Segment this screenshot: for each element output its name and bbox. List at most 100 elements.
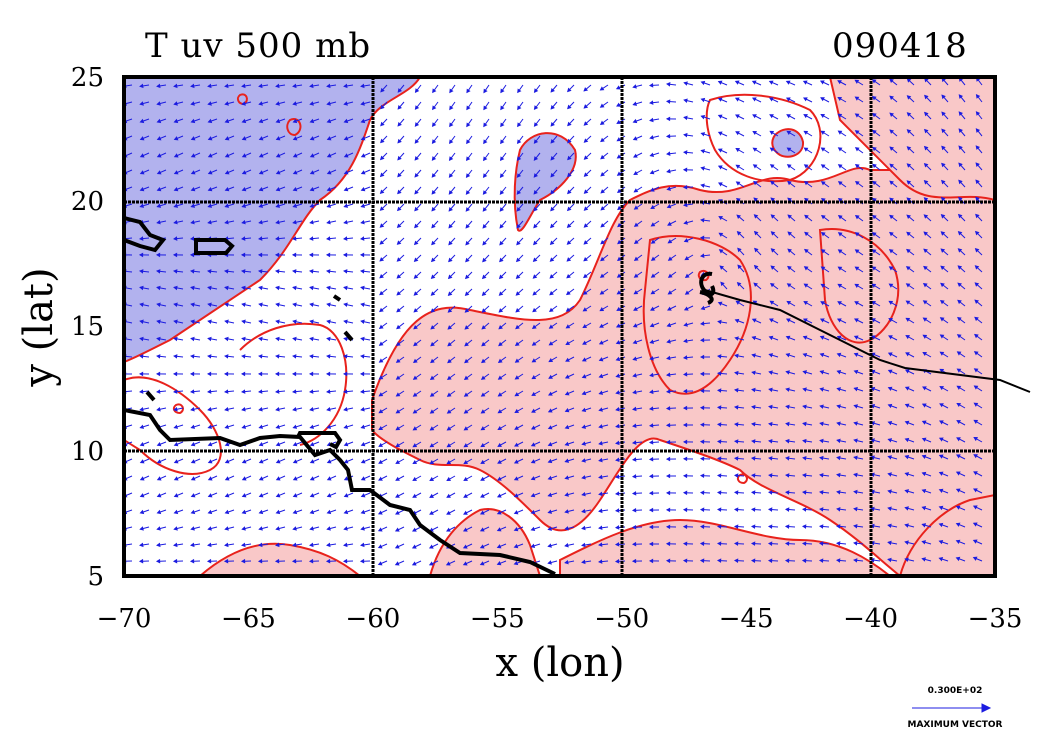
- wind-vector-head: [359, 371, 365, 377]
- x-tick-label: −70: [97, 604, 152, 634]
- wind-vector-head: [684, 273, 690, 278]
- wind-vector-head: [308, 252, 314, 258]
- wind-vector-head: [190, 319, 195, 324]
- wind-vector-head: [958, 128, 963, 133]
- wind-vector-head: [975, 111, 981, 116]
- wind-vector-head: [600, 154, 605, 160]
- wind-vector-head: [939, 299, 945, 305]
- wind-vector-head: [431, 139, 437, 144]
- wind-vector-head: [224, 526, 229, 531]
- wind-vector-head: [583, 121, 589, 126]
- wind-vector-head: [648, 440, 654, 445]
- wind-vector-head: [616, 306, 621, 311]
- wind-vector-head: [682, 456, 688, 462]
- wind-vector-head: [819, 455, 824, 461]
- wind-vector-head: [564, 509, 569, 514]
- x-tick-label: −35: [968, 604, 1023, 634]
- wind-vector-head: [483, 156, 488, 162]
- wind-vector-head: [615, 474, 620, 479]
- wind-vector-head: [617, 239, 622, 245]
- wind-vector-head: [360, 354, 365, 359]
- wind-vector-head: [975, 213, 980, 219]
- wind-vector-head: [787, 231, 793, 236]
- wind-vector-head: [615, 340, 621, 345]
- wind-vector-head: [411, 544, 417, 549]
- wind-vector-head: [665, 116, 671, 122]
- wind-vector-head: [566, 223, 572, 229]
- wind-vector-head: [750, 473, 756, 478]
- wind-vector-head: [682, 524, 688, 530]
- map-title: T uv 500 mb: [145, 26, 372, 66]
- wind-vector-head: [904, 369, 910, 374]
- wind-vector-head: [274, 371, 280, 377]
- wind-vector-head: [479, 561, 485, 566]
- wind-vector-head: [550, 172, 555, 178]
- wind-vector-head: [583, 155, 589, 160]
- wind-vector-head: [241, 354, 246, 359]
- wind-vector-head: [241, 493, 247, 498]
- wind-vector-head: [224, 136, 230, 141]
- wind-vector-head: [803, 130, 809, 135]
- wind-vector-head: [156, 459, 162, 464]
- wind-vector-head: [156, 336, 161, 342]
- wind-vector-head: [360, 476, 366, 481]
- wind-vector-head: [360, 509, 366, 515]
- wind-vector-head: [291, 371, 297, 377]
- wind-vector-head: [649, 323, 655, 328]
- wind-vector-head: [666, 168, 671, 174]
- wind-vector-head: [770, 214, 776, 219]
- wind-vector-head: [801, 507, 807, 512]
- wind-vector-head: [683, 306, 689, 311]
- wind-vector-head: [682, 167, 688, 173]
- wind-vector-head: [887, 403, 893, 409]
- wind-vector-head: [447, 358, 452, 364]
- wind-vector-head: [683, 338, 688, 344]
- wind-vector-head: [801, 558, 807, 563]
- wind-vector-head: [665, 524, 671, 530]
- wind-vector-head: [904, 472, 910, 477]
- wind-vector-head: [190, 354, 195, 359]
- wind-vector-head: [699, 558, 705, 563]
- wind-vector-head: [207, 389, 212, 394]
- wind-vector-head: [786, 130, 792, 135]
- wind-vector-head: [853, 387, 859, 392]
- wind-vector-head: [615, 423, 620, 429]
- wind-vector-head: [224, 219, 229, 225]
- wind-vector-head: [515, 324, 520, 330]
- wind-vector-head: [173, 203, 179, 208]
- wind-vector-head: [906, 112, 912, 117]
- wind-vector-head: [446, 510, 451, 515]
- wind-vector-head: [767, 558, 773, 563]
- wind-vector-head: [207, 269, 212, 274]
- wind-vector-head: [429, 493, 434, 498]
- wind-vector-head: [326, 459, 332, 464]
- wind-vector-head: [770, 231, 776, 236]
- wind-vector-head: [190, 526, 195, 531]
- wind-vector-head: [480, 426, 486, 431]
- wind-vector-head: [533, 139, 539, 144]
- wind-vector-head: [906, 214, 911, 219]
- wind-vector-head: [499, 190, 505, 195]
- wind-vector-head: [241, 101, 246, 106]
- wind-vector-head: [958, 145, 963, 151]
- wind-vector-head: [582, 323, 588, 329]
- plot-frame: [122, 75, 997, 578]
- wind-vector-head: [853, 404, 858, 409]
- wind-vector-head: [719, 265, 725, 270]
- wind-vector-head: [395, 442, 401, 448]
- wind-vector-head: [326, 118, 332, 124]
- wind-vector-head: [769, 114, 774, 119]
- wind-vector-head: [803, 114, 808, 119]
- wind-vector-head: [292, 285, 297, 291]
- wind-vector-head: [631, 558, 637, 564]
- wind-vector-head: [514, 358, 520, 363]
- wind-vector-head: [904, 540, 909, 545]
- wind-vector-head: [309, 170, 315, 175]
- wind-vector-head: [836, 472, 841, 478]
- wind-vector-head: [598, 390, 604, 395]
- wind-vector-head: [224, 203, 230, 208]
- wind-vector-head: [906, 146, 912, 151]
- wind-vector-head: [513, 493, 519, 498]
- wind-vector-head: [481, 308, 487, 313]
- wind-vector-head: [241, 319, 246, 324]
